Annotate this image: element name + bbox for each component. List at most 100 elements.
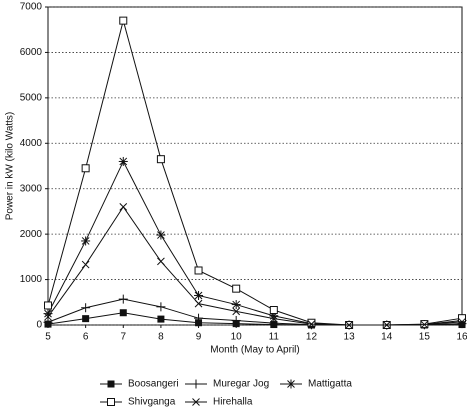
data-point	[307, 318, 316, 327]
marker-shape	[307, 320, 316, 328]
data-point	[194, 266, 203, 275]
data-point	[194, 313, 204, 323]
marker-shape	[82, 315, 90, 323]
x-tick-label: 16	[456, 332, 467, 343]
x-axis-title: Month (May to April)	[210, 345, 299, 356]
marker-shape	[195, 319, 203, 327]
x-tick-label: 7	[120, 332, 126, 343]
marker-shape	[269, 314, 278, 323]
x-tick-label: 15	[419, 332, 431, 343]
data-point	[119, 309, 127, 317]
data-point	[420, 320, 429, 329]
data-point	[307, 320, 316, 328]
data-point	[269, 314, 278, 323]
marker-shape	[119, 157, 128, 166]
x-tick-label: 6	[83, 332, 89, 343]
marker-shape	[232, 284, 241, 293]
legend-label: Mattigatta	[308, 379, 352, 390]
marker-shape	[44, 312, 52, 321]
legend-marker	[286, 379, 296, 389]
data-point	[156, 155, 165, 164]
y-tick-label: 3000	[20, 183, 43, 194]
y-tick-label: 6000	[20, 47, 43, 58]
y-tick-label: 2000	[20, 229, 43, 240]
data-point	[81, 260, 90, 269]
data-point	[458, 317, 466, 326]
marker-shape	[192, 398, 200, 406]
marker-shape	[269, 306, 278, 315]
data-point	[232, 307, 241, 316]
marker-shape	[107, 398, 115, 406]
legend-marker	[107, 398, 115, 406]
data-point	[269, 306, 278, 315]
marker-shape	[194, 299, 203, 308]
marker-shape	[44, 309, 52, 318]
marker-shape	[156, 155, 165, 164]
data-point	[156, 230, 166, 240]
data-point	[345, 321, 353, 329]
marker-shape	[307, 318, 316, 327]
marker-shape	[119, 309, 127, 317]
data-point	[382, 321, 391, 329]
data-point	[157, 257, 165, 266]
y-axis-title: Power in kW (kilo Watts)	[5, 112, 16, 221]
legend-label: Hirehalla	[213, 397, 253, 408]
marker-shape	[345, 321, 353, 329]
plot-frame	[47, 6, 463, 326]
x-tick-label: 10	[231, 332, 243, 343]
data-point	[118, 156, 128, 166]
marker-shape	[382, 321, 391, 329]
marker-shape	[157, 315, 165, 323]
legend-label: Muregar Jog	[213, 379, 269, 390]
data-point	[232, 284, 241, 293]
y-tick-label: 1000	[20, 274, 43, 285]
series-line	[47, 298, 463, 326]
data-point	[81, 303, 91, 313]
marker-shape	[287, 380, 295, 388]
x-tick-label: 5	[45, 332, 51, 343]
y-tick-label: 0	[36, 320, 42, 331]
marker-shape	[119, 203, 128, 211]
data-point	[44, 301, 52, 310]
marker-shape	[81, 237, 90, 245]
data-point	[44, 312, 52, 321]
x-tick-label: 14	[381, 332, 393, 343]
y-tick-label: 5000	[20, 92, 43, 103]
marker-shape	[458, 317, 466, 326]
x-tick-label: 9	[196, 332, 202, 343]
marker-shape	[44, 301, 52, 310]
x-tick-label: 12	[306, 332, 318, 343]
legend-label: Shivganga	[128, 397, 176, 408]
data-point	[194, 290, 204, 300]
data-point	[81, 164, 90, 173]
data-point	[231, 315, 241, 325]
data-point	[156, 302, 166, 312]
marker-shape	[194, 266, 203, 275]
data-point	[194, 299, 203, 308]
x-tick-label: 8	[158, 332, 164, 343]
legend-marker	[191, 379, 201, 389]
marker-shape	[194, 291, 203, 300]
marker-shape	[119, 16, 128, 25]
series-line	[47, 205, 463, 326]
marker-shape	[157, 257, 165, 266]
marker-shape	[420, 320, 429, 329]
marker-shape	[107, 380, 115, 388]
x-tick-label: 13	[344, 332, 356, 343]
data-point	[118, 294, 128, 304]
marker-shape	[458, 314, 466, 323]
data-point	[82, 315, 90, 323]
data-point	[43, 317, 53, 327]
data-point	[119, 203, 128, 211]
y-tick-label: 4000	[20, 138, 43, 149]
marker-shape	[157, 231, 165, 239]
data-point	[231, 300, 241, 310]
marker-shape	[81, 164, 90, 173]
marker-shape	[232, 307, 241, 316]
data-point	[119, 16, 128, 25]
marker-shape	[81, 260, 90, 269]
x-tick-label: 11	[269, 332, 280, 343]
legend-marker	[107, 380, 115, 388]
y-tick-label: 7000	[20, 2, 43, 13]
